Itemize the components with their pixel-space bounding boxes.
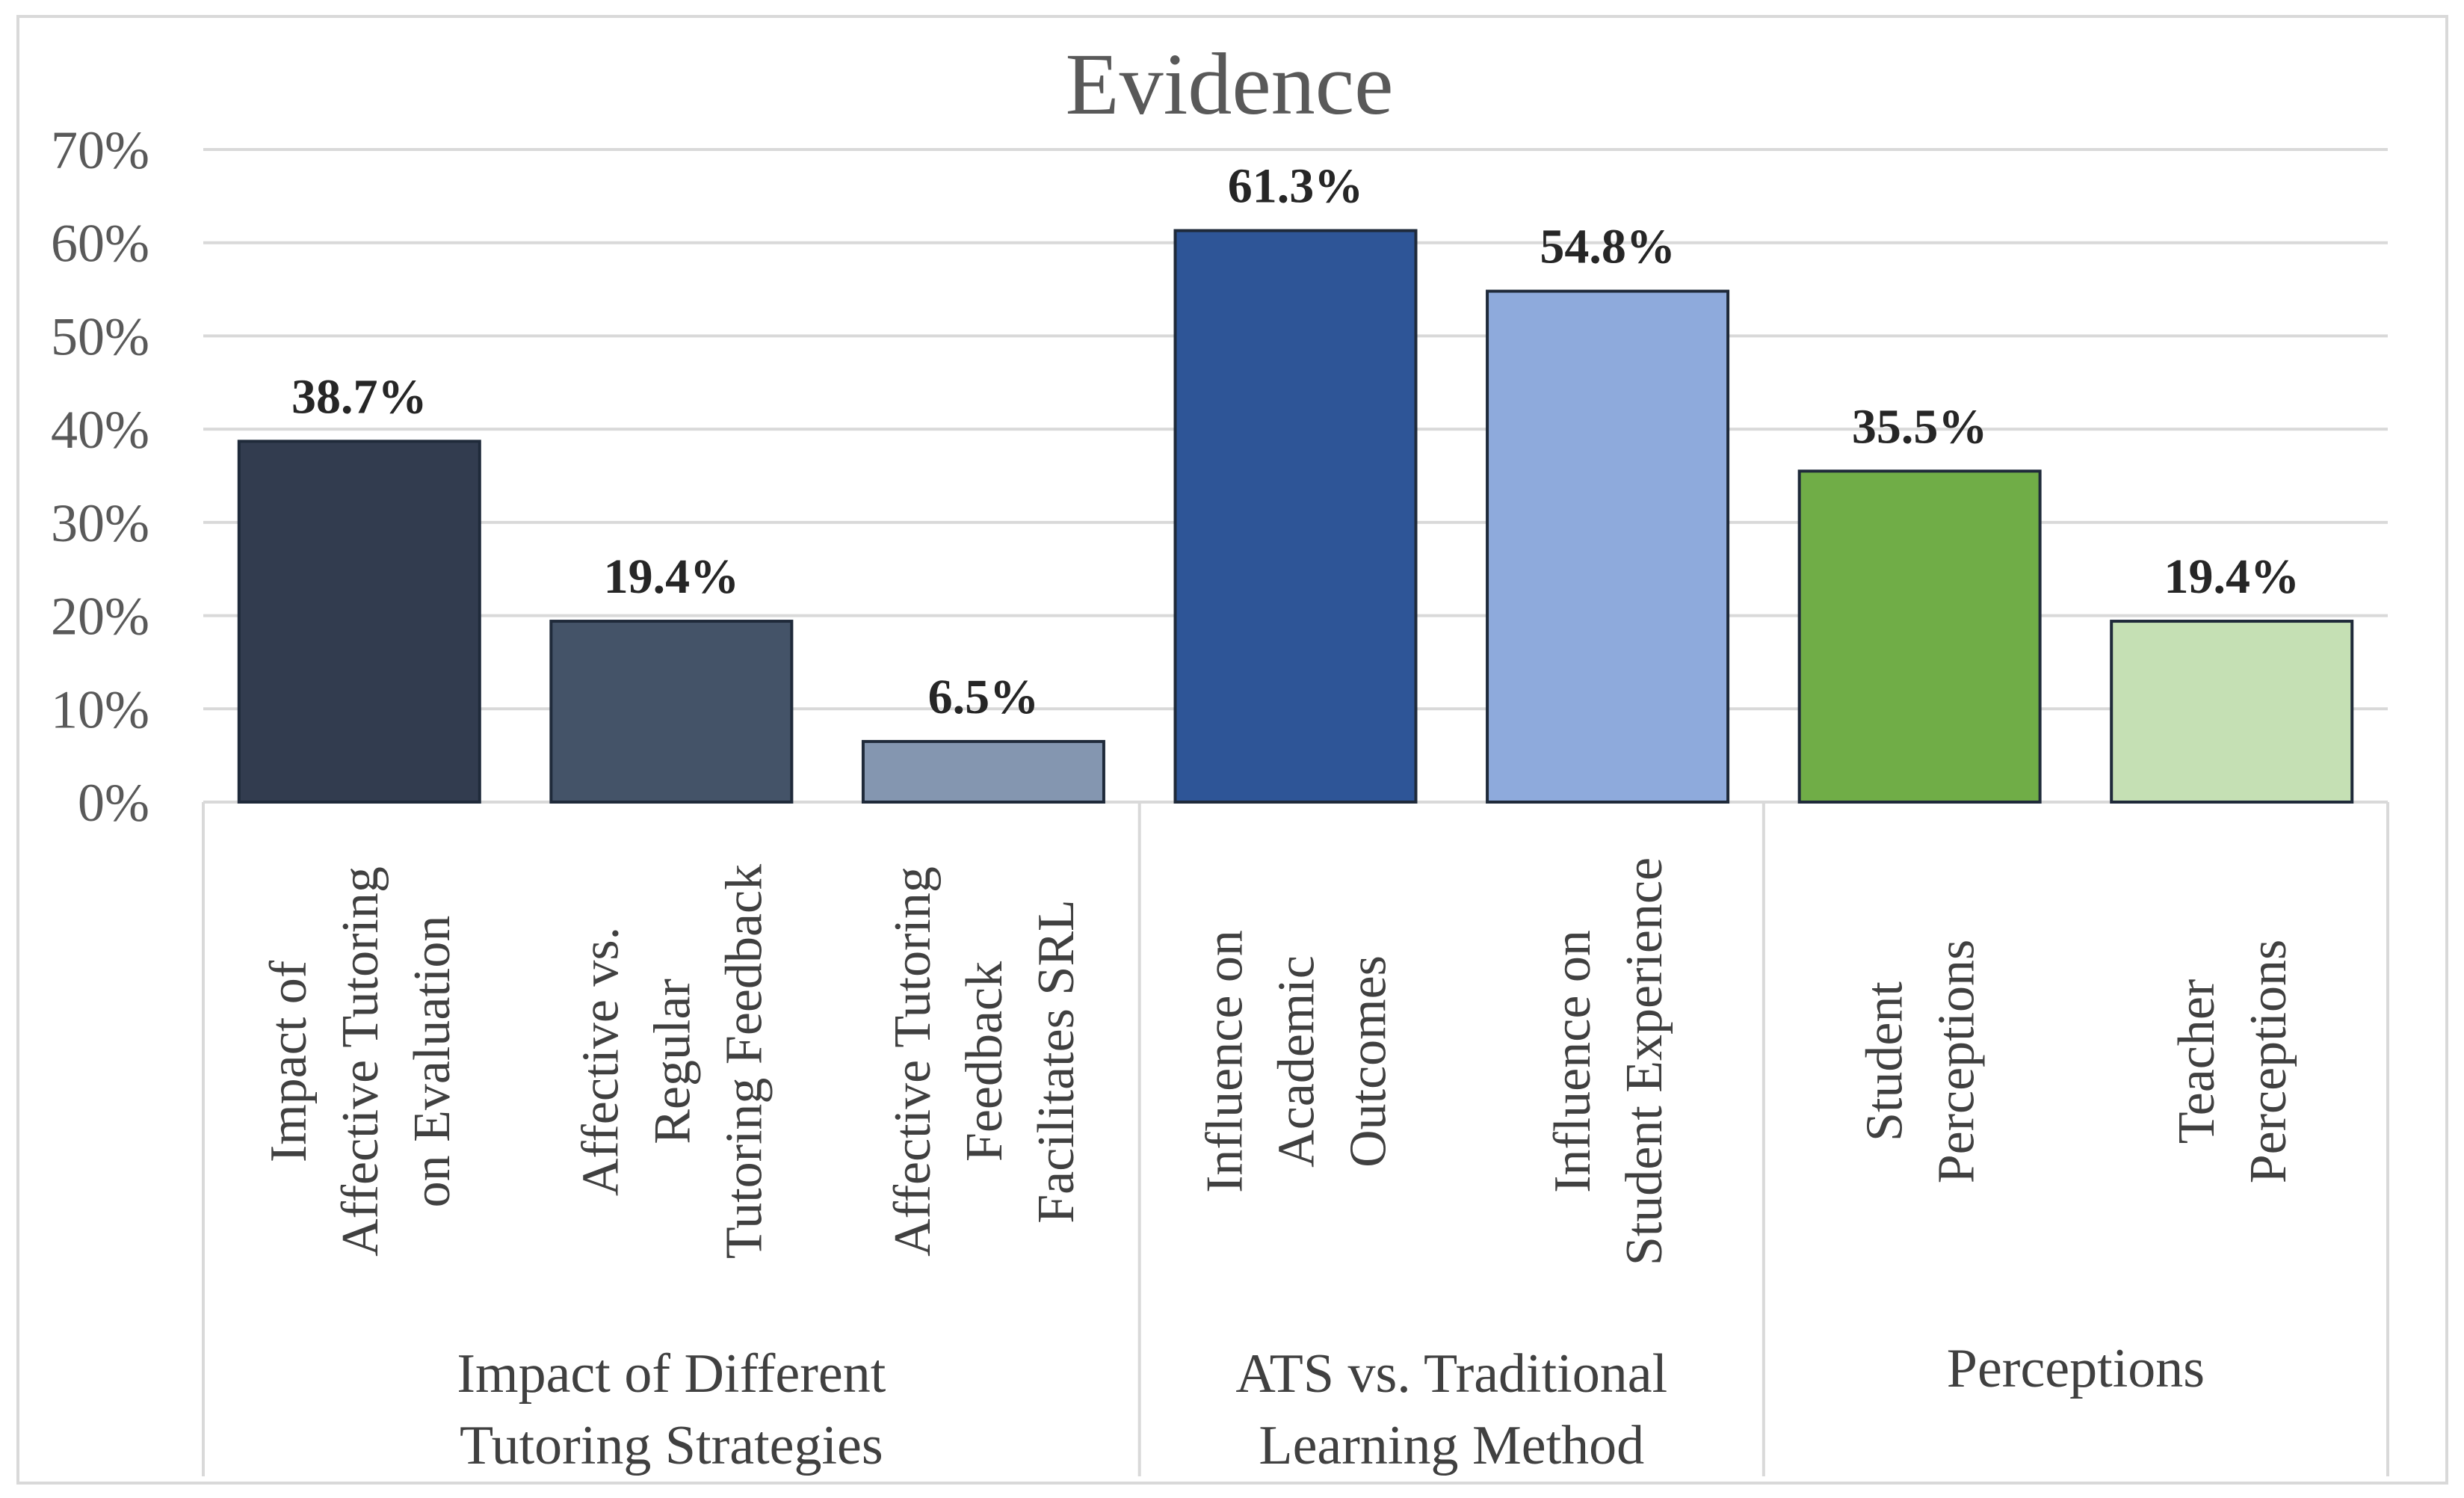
category-label-line: Perceptions [2240,940,2297,1184]
data-label: 19.4% [604,549,740,604]
category-label: Affective Tutoring Feedback Facilitates SR… [884,866,1085,1257]
y-axis-ticks: 0% 10% 20% 30% 40% 50% 60% 70% [51,120,149,833]
category-label-line: Affective Tutoring [332,866,389,1257]
bar [549,620,794,804]
group-label-line: Impact of Different [457,1343,886,1405]
category-label: Impact of Affective Tutoring on Evaluation [260,866,461,1257]
data-labels: 38.7% 19.4% 6.5% 61.3% 54.8% 35.5% 19.4% [291,159,2300,724]
category-label-line: Feedback [956,961,1013,1162]
data-label: 35.5% [1852,399,1988,454]
category-label-line: Student Experience [1616,857,1673,1266]
data-label: 61.3% [1228,159,1364,214]
y-tick-label: 40% [51,400,149,460]
category-label-line: Facilitates SRL [1028,899,1085,1224]
group-labels: Impact of Different Tutoring Strategies AT… [457,1338,2205,1476]
data-label: 6.5% [928,670,1040,724]
bar [861,739,1105,804]
category-label-line: on Evaluation [404,916,461,1208]
category-label: Influence on Student Experience [1544,857,1673,1266]
y-tick-label: 10% [51,679,149,739]
category-label-line: Academic [1268,955,1326,1168]
group-label-line: Perceptions [1947,1338,2205,1399]
y-tick-label: 60% [51,214,149,274]
category-label-line: Affective Tutoring [884,866,942,1257]
bar [1173,229,1418,804]
group-label-line: Learning Method [1259,1415,1644,1476]
category-label-line: Regular [643,978,701,1144]
category-label-line: Affective vs. [572,927,629,1196]
category-label-line: Tutoring Feedback [715,864,773,1259]
bars [237,229,2354,804]
bar [1486,289,1730,804]
category-label: Affective vs. Regular Tutoring Feedback [572,864,773,1259]
category-label-line: Influence on [1197,930,1254,1193]
category-label: Student Perceptions [1856,940,1986,1184]
category-label-line: Impact of [260,960,318,1162]
group-label-line: Tutoring Strategies [460,1415,883,1476]
y-tick-label: 20% [51,587,149,647]
category-label: Influence on Academic Outcomes [1197,930,1398,1193]
bar [237,440,481,804]
chart-title: Evidence [1066,35,1394,133]
category-label-line: Perceptions [1928,940,1986,1184]
y-tick-label: 30% [51,493,149,553]
y-tick-label: 50% [51,306,149,366]
category-labels: Impact of Affective Tutoring on Evaluation… [260,857,2297,1266]
data-label: 38.7% [291,369,427,424]
bar [2110,620,2354,804]
category-label-line: Student [1856,981,1914,1141]
y-tick-label: 0% [78,773,149,833]
category-label-line: Teacher [2168,979,2226,1144]
bar [1797,469,2042,804]
y-tick-label: 70% [51,120,149,180]
data-label: 54.8% [1540,220,1676,274]
category-label-line: Outcomes [1340,955,1398,1168]
data-label: 19.4% [2164,549,2300,604]
group-label-line: ATS vs. Traditional [1235,1343,1667,1405]
category-label-line: Influence on [1544,930,1602,1193]
category-label: Teacher Perceptions [2168,940,2297,1184]
